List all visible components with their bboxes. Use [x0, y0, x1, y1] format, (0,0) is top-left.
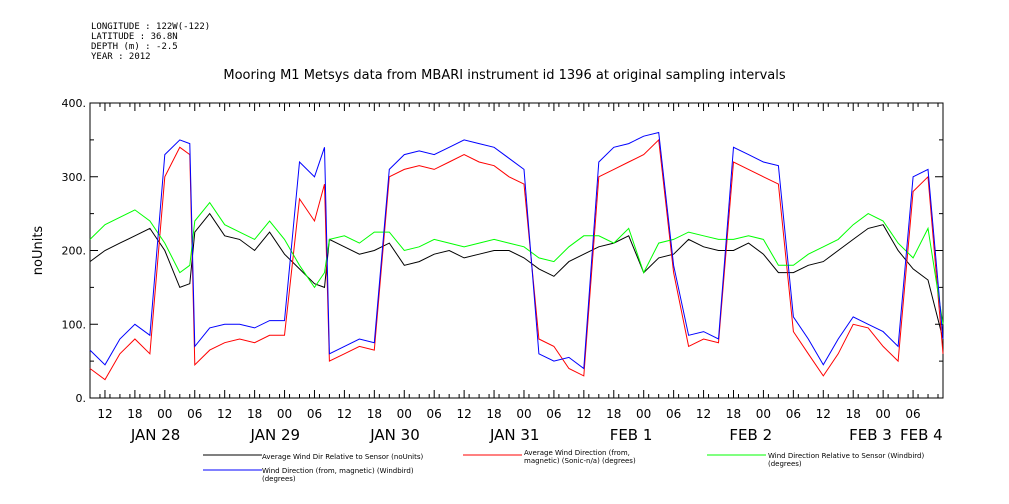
latitude-label: LATITUDE : 36.8N [91, 32, 178, 42]
x-hour-tick-label: 18 [606, 407, 621, 421]
x-hour-tick-label: 18 [726, 407, 741, 421]
legend-label-blue: Wind Direction (from, magnetic) (Windbir… [262, 467, 414, 483]
legend-label-green: Wind Direction Relative to Sensor (Windb… [768, 452, 925, 468]
x-hour-tick-label: 12 [816, 407, 831, 421]
x-hour-tick-label: 00 [516, 407, 531, 421]
x-hour-tick-label: 06 [187, 407, 202, 421]
y-axis-label: noUnits [31, 226, 46, 276]
x-hour-tick-label: 06 [307, 407, 322, 421]
x-date-label: FEB 1 [610, 426, 653, 444]
year-label: YEAR : 2012 [91, 52, 151, 62]
x-hour-tick-label: 12 [696, 407, 711, 421]
longitude-label: LONGITUDE : 122W(-122) [91, 22, 211, 32]
x-hour-tick-label: 18 [367, 407, 382, 421]
x-date-label: JAN 28 [130, 426, 181, 444]
metadata-block: LONGITUDE : 122W(-122) LATITUDE : 36.8N … [91, 22, 210, 62]
x-hour-tick-label: 06 [546, 407, 561, 421]
series-line-2 [89, 201, 944, 325]
x-date-label: FEB 3 [849, 426, 892, 444]
x-hour-tick-label: 00 [636, 407, 651, 421]
x-hour-tick-label: 18 [247, 407, 262, 421]
series-line-3 [89, 131, 944, 370]
x-hour-tick-label: 00 [875, 407, 890, 421]
series-line-0 [89, 212, 944, 340]
y-tick-label: 300. [62, 171, 87, 184]
x-date-label: FEB 2 [729, 426, 772, 444]
x-hour-tick-label: 06 [905, 407, 920, 421]
x-hour-tick-label: 18 [127, 407, 142, 421]
y-tick-label: 200. [62, 245, 87, 258]
x-date-label: JAN 29 [250, 426, 301, 444]
x-hour-tick-label: 00 [157, 407, 172, 421]
x-hour-tick-label: 00 [397, 407, 412, 421]
x-hour-tick-label: 00 [756, 407, 771, 421]
x-hour-tick-label: 12 [576, 407, 591, 421]
x-hour-tick-label: 12 [456, 407, 471, 421]
x-hour-tick-label: 06 [786, 407, 801, 421]
legend-label-black: Average Wind Dir Relative to Sensor (noU… [262, 453, 424, 461]
depth-label: DEPTH (m) : -2.5 [91, 42, 178, 52]
legend-label-red: Average Wind Direction (from, magnetic) … [524, 449, 636, 465]
y-tick-label: 0. [76, 392, 87, 405]
x-date-label: JAN 31 [489, 426, 539, 444]
x-date-label: JAN 30 [369, 426, 420, 444]
y-tick-label: 100. [62, 318, 87, 331]
x-hour-tick-label: 12 [97, 407, 112, 421]
y-tick-label: 400. [62, 97, 87, 110]
x-date-label: FEB 4 [900, 426, 943, 444]
x-hour-tick-label: 18 [846, 407, 861, 421]
x-hour-tick-label: 06 [427, 407, 442, 421]
x-hour-tick-label: 18 [486, 407, 501, 421]
x-hour-tick-label: 06 [666, 407, 681, 421]
series-line-1 [89, 138, 944, 381]
x-hour-tick-label: 12 [217, 407, 232, 421]
x-hour-tick-label: 12 [337, 407, 352, 421]
chart-title: Mooring M1 Metsys data from MBARI instru… [223, 68, 786, 83]
x-hour-tick-label: 00 [277, 407, 292, 421]
